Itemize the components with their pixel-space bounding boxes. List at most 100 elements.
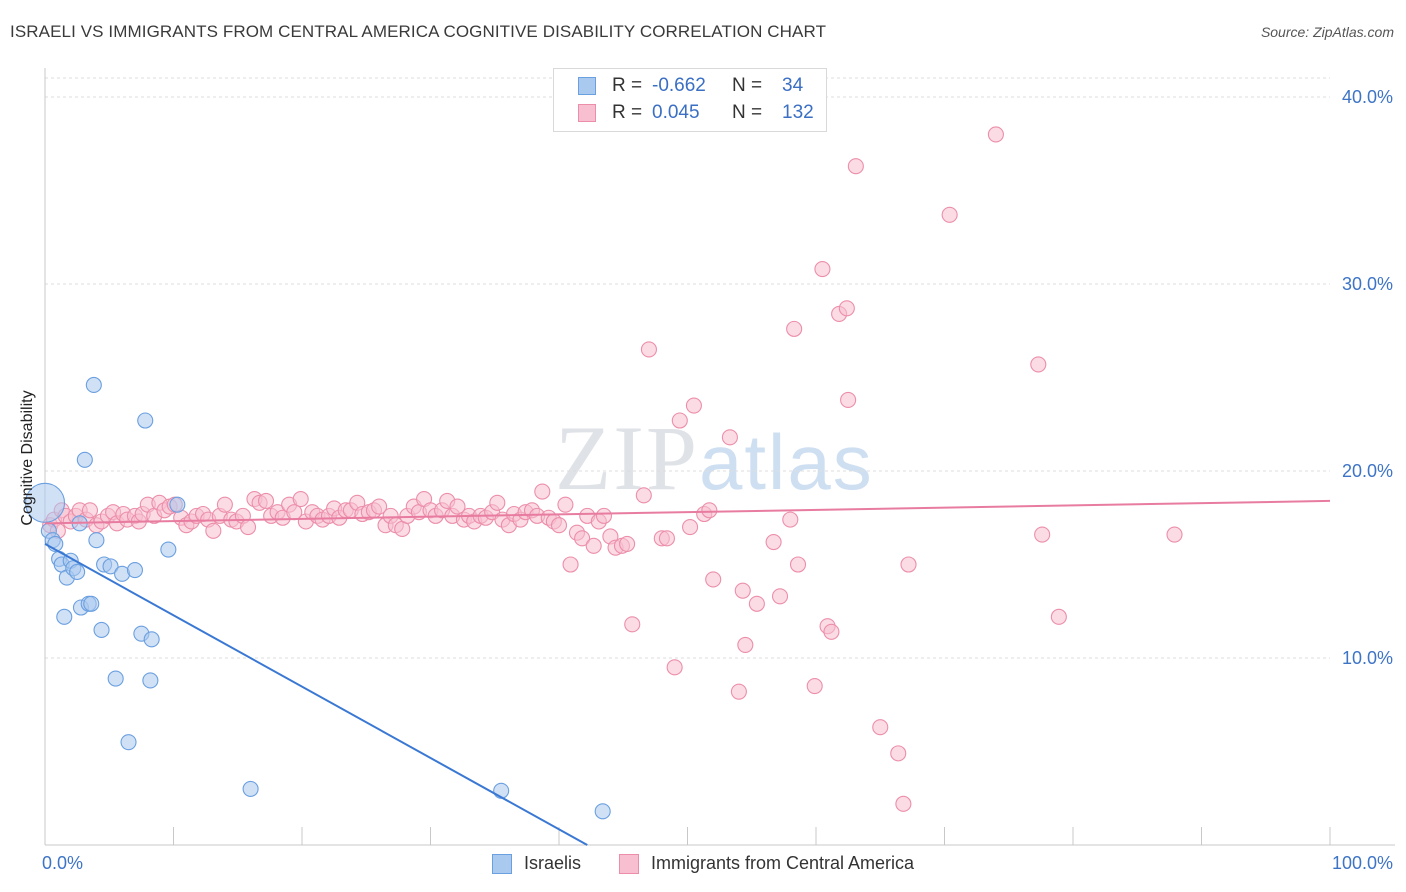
- israeli-point: [107, 670, 124, 687]
- immigrant-point: [737, 636, 754, 653]
- israeli-point: [126, 562, 143, 579]
- stats-swatch-immigrants: [578, 104, 596, 122]
- immigrant-point: [890, 745, 907, 762]
- trend-line-israelis: [44, 543, 588, 846]
- immigrant-point: [574, 530, 591, 547]
- immigrant-point: [701, 502, 718, 519]
- immigrant-point: [900, 556, 917, 573]
- israeli-point: [169, 496, 186, 513]
- series-israelis: [24, 376, 611, 820]
- israeli-point: [76, 451, 93, 468]
- immigrant-point: [557, 496, 574, 513]
- x-tick-label: 0.0%: [42, 853, 83, 873]
- immigrant-point: [640, 341, 658, 358]
- immigrant-point: [1034, 526, 1051, 543]
- n-label: N =: [732, 102, 763, 123]
- israeli-point: [137, 412, 154, 429]
- immigrant-point: [1166, 526, 1183, 543]
- israeli-point: [120, 734, 137, 751]
- israeli-point: [594, 803, 611, 820]
- immigrant-point: [806, 677, 823, 695]
- immigrant-point: [765, 534, 782, 551]
- immigrant-point: [748, 595, 765, 612]
- stats-swatch-israelis: [578, 77, 596, 95]
- immigrant-point: [658, 530, 675, 547]
- immigrant-point: [838, 300, 855, 317]
- immigrant-point: [619, 535, 636, 552]
- immigrant-point: [562, 556, 579, 573]
- x-tick-label: 100.0%: [1332, 853, 1393, 873]
- legend-label: Israelis: [524, 853, 582, 873]
- r-value: 0.045: [652, 102, 700, 123]
- israeli-point: [56, 608, 73, 625]
- immigrant-point: [585, 537, 602, 554]
- immigrant-point: [216, 496, 233, 513]
- immigrant-point: [682, 519, 699, 536]
- israeli-point: [142, 672, 159, 689]
- immigrant-point: [786, 320, 803, 337]
- immigrant-point: [771, 588, 789, 605]
- immigrant-point: [205, 522, 222, 539]
- israeli-point: [83, 595, 100, 612]
- immigrant-point: [823, 623, 840, 640]
- immigrant-point: [550, 517, 568, 534]
- r-label: R =: [612, 75, 643, 96]
- y-axis-label: Cognitive Disability: [19, 390, 36, 526]
- series-immigrants-central-america: [42, 126, 1183, 812]
- n-value: 34: [782, 75, 804, 96]
- immigrant-point: [721, 429, 738, 446]
- israeli-point: [69, 563, 86, 581]
- y-tick-label: 20.0%: [1342, 461, 1393, 481]
- n-label: N =: [732, 75, 763, 96]
- y-tick-label: 40.0%: [1342, 87, 1393, 107]
- legend-swatch-israelis: [492, 854, 512, 874]
- immigrant-point: [789, 556, 807, 573]
- immigrant-point: [730, 683, 747, 700]
- stats-box: R = -0.662 N = 34 R = 0.045 N = 132: [553, 68, 827, 132]
- israeli-point: [88, 532, 105, 549]
- grid-lines: [45, 77, 1330, 659]
- immigrant-point: [671, 412, 688, 429]
- immigrant-point: [872, 719, 889, 736]
- israeli-point: [160, 541, 177, 558]
- trend-lines: [44, 499, 1331, 846]
- immigrant-point: [734, 582, 751, 599]
- immigrant-point: [292, 490, 309, 508]
- immigrant-point: [239, 519, 257, 536]
- immigrant-point: [814, 260, 831, 278]
- immigrant-point: [1050, 608, 1067, 625]
- immigrant-point: [534, 483, 551, 500]
- r-value: -0.662: [652, 75, 706, 96]
- tick-labels: 10.0% 20.0% 30.0% 40.0% 0.0% 100.0%: [42, 87, 1393, 873]
- immigrant-point: [595, 507, 613, 524]
- immigrant-point: [847, 158, 864, 175]
- immigrant-point: [449, 498, 466, 515]
- israeli-point: [24, 482, 66, 523]
- immigrant-point: [941, 206, 958, 223]
- immigrant-point: [624, 616, 641, 633]
- immigrant-point: [840, 391, 857, 408]
- r-label: R =: [612, 102, 643, 123]
- n-value: 132: [782, 102, 814, 123]
- trend-line-immigrants: [44, 499, 1331, 525]
- immigrant-point: [635, 487, 652, 504]
- israeli-point: [85, 376, 102, 394]
- immigrant-point: [81, 502, 99, 519]
- immigrant-point: [782, 511, 799, 528]
- israeli-point: [102, 558, 119, 575]
- immigrant-point: [987, 126, 1004, 143]
- immigrant-point: [257, 492, 275, 509]
- immigrant-point: [685, 397, 702, 414]
- immigrant-point: [489, 494, 506, 511]
- legend-label: Immigrants from Central America: [651, 853, 915, 873]
- chart-title: ISRAELI VS IMMIGRANTS FROM CENTRAL AMERI…: [10, 22, 827, 41]
- immigrant-point: [895, 795, 912, 812]
- immigrant-point: [1030, 356, 1047, 373]
- axes: [44, 68, 1395, 846]
- immigrant-point: [371, 498, 388, 515]
- y-tick-label: 30.0%: [1342, 274, 1393, 294]
- y-tick-label: 10.0%: [1342, 648, 1393, 668]
- immigrant-point: [666, 659, 683, 676]
- israeli-point: [242, 780, 259, 797]
